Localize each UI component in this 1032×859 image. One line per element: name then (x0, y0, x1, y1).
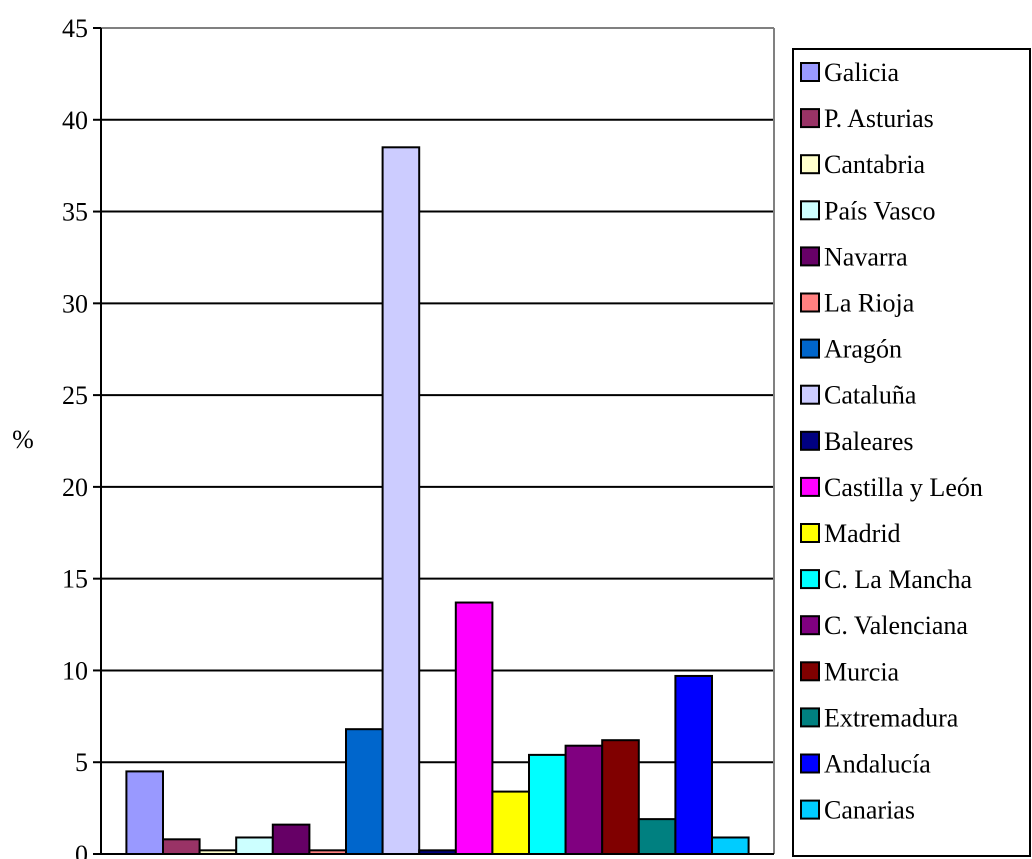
legend-label: Extremadura (824, 703, 959, 732)
legend-swatch (800, 292, 820, 313)
y-tick-label: 20 (62, 473, 88, 502)
bar-pa-s-vasco (235, 836, 274, 855)
legend-box (792, 48, 1031, 857)
legend-label: P. Asturias (824, 104, 934, 133)
bar-galicia (125, 770, 164, 856)
legend-label: Galicia (824, 58, 900, 87)
bar-murcia (601, 739, 640, 855)
legend-swatch (800, 108, 820, 129)
legend-swatch (800, 338, 820, 359)
legend-label: Madrid (824, 519, 901, 548)
bars (125, 146, 750, 856)
legend-label: C. Valenciana (824, 611, 968, 640)
bar-arag-n (345, 728, 384, 856)
legend-label: Navarra (824, 242, 908, 271)
legend: Galicia P. Asturias Cantabria País Vasco Nav… (792, 48, 1031, 857)
legend-swatch (800, 154, 820, 175)
bar-p-asturias (162, 838, 201, 855)
y-tick-labels: 0 5 10 15 20 25 30 35 40 45 (62, 14, 88, 859)
legend-swatch (800, 430, 820, 451)
bar-canarias (711, 836, 750, 855)
legend-label: Aragón (824, 335, 902, 364)
bar-extremadura (637, 818, 677, 856)
legend-label: Cataluña (824, 381, 917, 410)
y-tick-label: 45 (62, 14, 88, 43)
legend-swatch (800, 523, 820, 543)
y-tick-label: 0 (75, 840, 88, 859)
bar-catalu-a (381, 146, 421, 856)
legend-swatch (800, 384, 820, 405)
y-tick-label: 25 (62, 381, 88, 410)
y-tick-label: 40 (62, 106, 88, 135)
bar-madrid (491, 790, 530, 856)
y-tick-label: 30 (62, 289, 88, 318)
legend-label: País Vasco (824, 196, 935, 225)
axes (93, 27, 775, 855)
bar-c-la-mancha (528, 753, 567, 856)
legend-swatch (800, 661, 820, 682)
bar-c-valenciana (564, 744, 604, 855)
legend-label: Cantabria (824, 150, 926, 179)
legend-swatch (800, 799, 820, 820)
legend-label: Baleares (824, 427, 914, 456)
y-tick-label: 5 (75, 748, 88, 777)
legend-swatch (800, 246, 820, 267)
legend-swatch (800, 569, 820, 590)
legend-swatch (800, 476, 820, 497)
legend-label: C. La Mancha (824, 565, 972, 594)
bar-castilla-y-le-n (454, 601, 494, 855)
bar-andaluc-a (674, 674, 714, 855)
legend-swatch (800, 200, 820, 221)
legend-label: Castilla y León (824, 473, 983, 502)
legend-swatch (800, 62, 820, 82)
legend-label: Canarias (824, 796, 915, 825)
y-tick-label: 15 (62, 565, 88, 594)
y-tick-label: 35 (62, 198, 88, 227)
legend-swatch (800, 615, 820, 636)
legend-label: La Rioja (824, 289, 915, 318)
legend-label: Murcia (824, 657, 900, 686)
legend-swatch (800, 753, 820, 774)
legend-label: Andalucía (824, 750, 931, 779)
y-axis-label: % (12, 425, 34, 454)
bar-navarra (271, 823, 311, 855)
legend-swatch (800, 707, 820, 728)
y-tick-label: 10 (62, 656, 88, 685)
